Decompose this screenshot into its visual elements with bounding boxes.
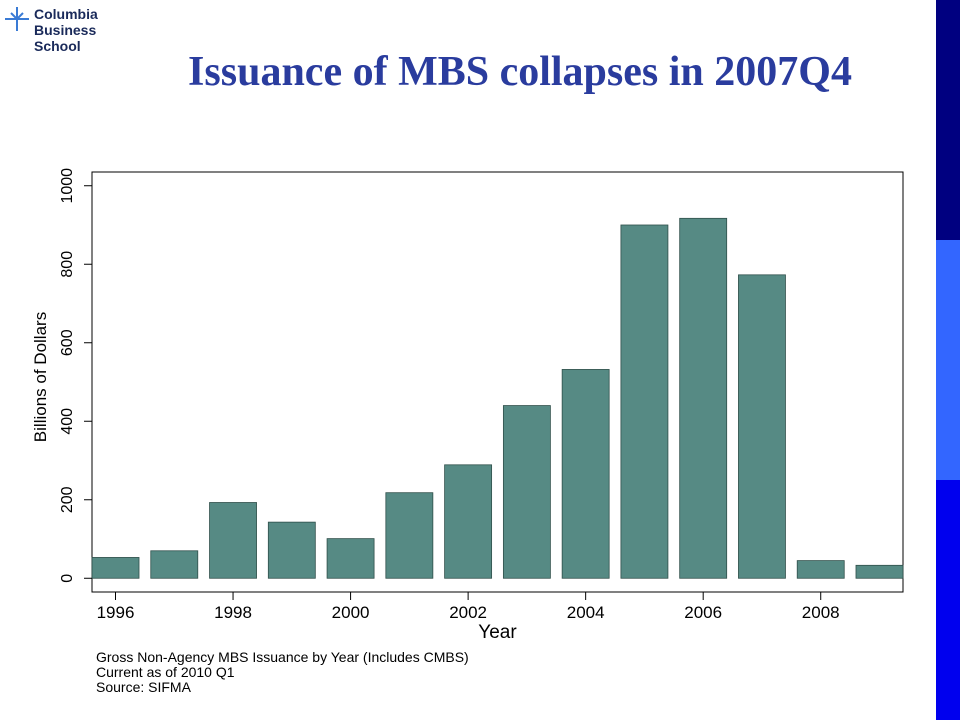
x-tick-label: 2002 [449, 603, 487, 622]
y-tick-label: 400 [59, 408, 76, 435]
bar-2003 [502, 405, 551, 579]
columbia-business-school-logo: Columbia Business School [4, 4, 134, 60]
bar-2006 [679, 217, 728, 579]
x-tick-label: 2006 [684, 603, 722, 622]
bar-2008 [796, 560, 845, 579]
x-axis-label: Year [478, 622, 517, 643]
chart-notes: Gross Non-Agency MBS Issuance by Year (I… [96, 650, 469, 695]
x-tick-label: 1998 [214, 603, 252, 622]
sidebar-block-light-blue [936, 240, 960, 480]
x-tick-label: 2008 [802, 603, 840, 622]
x-tick-label: 2004 [567, 603, 605, 622]
bar-chart: 0 200 400 600 800 1000 1996 1998 2000 2002 2004 20… [31, 168, 904, 643]
bar-2009 [855, 564, 904, 579]
bar-1996 [91, 557, 140, 579]
bar-2001 [385, 492, 434, 579]
slide-title: Issuance of MBS collapses in 2007Q4 [188, 49, 852, 95]
sidebar-block-blue [936, 480, 960, 720]
x-tick-label: 2000 [332, 603, 370, 622]
note-currency: Current as of 2010 Q1 [96, 664, 235, 680]
columbia-crown-cross-icon [5, 7, 29, 31]
y-axis: 0 200 400 600 800 1000 [59, 168, 92, 583]
bar-2007 [738, 274, 786, 579]
bar-1999 [267, 521, 316, 579]
bar-1998 [209, 502, 257, 579]
bar-2002 [444, 464, 493, 579]
note-source: Source: SIFMA [96, 679, 191, 695]
y-tick-label: 0 [59, 574, 76, 583]
decorative-sidebar [936, 0, 960, 720]
note-description: Gross Non-Agency MBS Issuance by Year (I… [96, 649, 469, 665]
y-tick-label: 800 [59, 251, 76, 278]
bar-2004 [561, 369, 610, 579]
x-tick-label: 1996 [97, 603, 135, 622]
y-tick-label: 1000 [59, 168, 76, 204]
y-axis-label: Billions of Dollars [31, 312, 50, 442]
bar-2005 [620, 224, 669, 579]
logo-line: School [34, 38, 81, 54]
y-tick-label: 600 [59, 329, 76, 356]
sidebar-block-navy [936, 0, 960, 240]
y-tick-label: 200 [59, 486, 76, 513]
logo-wordmark: Columbia Business School [34, 6, 98, 54]
logo-line: Business [34, 22, 97, 38]
x-axis: 1996 1998 2000 2002 2004 2006 2008 [97, 592, 840, 622]
bar-1997 [150, 550, 199, 579]
logo-line: Columbia [34, 6, 98, 22]
bar-2000 [326, 538, 375, 579]
plot-frame [91, 171, 904, 593]
bars [91, 217, 904, 579]
